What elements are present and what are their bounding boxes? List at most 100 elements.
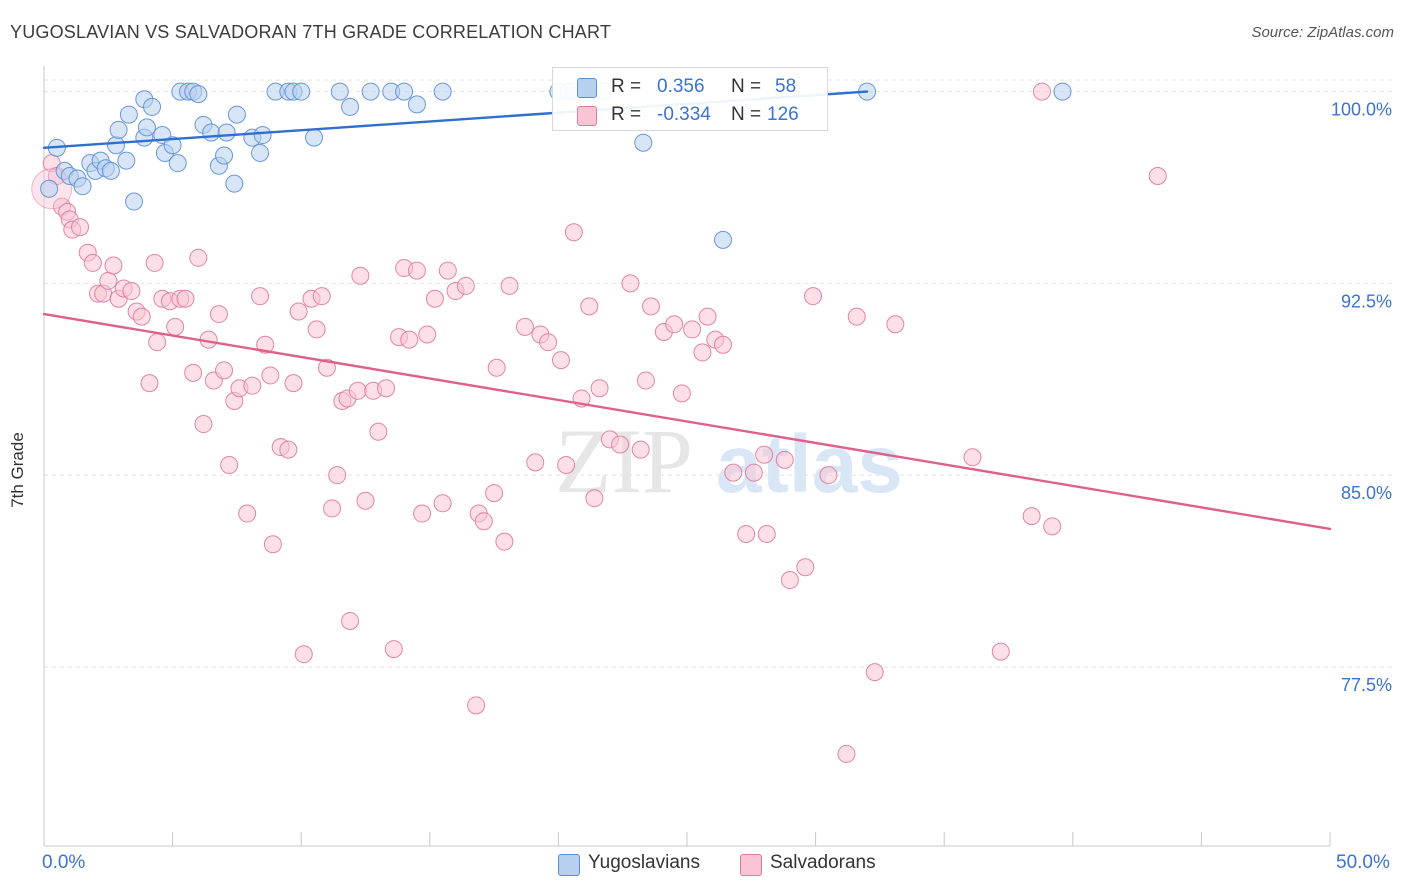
x-axis-max-label: 50.0% [1336,852,1390,873]
legend-swatch-yugoslavians [558,854,580,876]
y-tick-label: 92.5% [1341,291,1392,311]
point-salvadoran [963,448,982,467]
point-salvadoran [400,330,419,349]
y-tick-label: 77.5% [1341,675,1392,695]
point-yugoslavian [202,123,221,142]
point-salvadoran [487,358,506,377]
y-tick-label: 85.0% [1341,483,1392,503]
point-salvadoran [819,466,838,485]
point-yugoslavian [433,82,452,101]
series-salvadorans [31,82,1167,763]
point-salvadoran [580,297,599,316]
point-yugoslavian [40,179,59,198]
point-yugoslavian [101,161,120,180]
legend-series: Yugoslavians Salvadorans [0,850,1406,880]
legend-swatch-salvadorans [577,106,597,126]
point-yugoslavian [163,136,182,155]
point-salvadoran [351,266,370,285]
point-salvadoran [804,287,823,306]
point-salvadoran [104,256,123,275]
point-salvadoran [279,440,298,459]
point-salvadoran [176,289,195,308]
point-salvadoran [438,261,457,280]
point-salvadoran [641,297,660,316]
point-salvadoran [263,535,282,554]
chart-source: Source: ZipAtlas.com [1251,24,1394,41]
legend-stats: R = 0.356 N = 58 R = -0.334 N = 126 [552,67,828,131]
gridlines [44,79,1392,668]
point-salvadoran [307,320,326,339]
point-yugoslavian [109,120,128,139]
point-salvadoran [220,455,239,474]
point-salvadoran [140,374,159,393]
point-salvadoran [693,343,712,362]
point-salvadoran [256,335,275,354]
point-salvadoran [515,317,534,336]
point-salvadoran [1022,507,1041,526]
point-salvadoran [194,415,213,434]
point-salvadoran [585,489,604,508]
point-salvadoran [539,333,558,352]
point-salvadoran [148,333,167,352]
point-salvadoran [323,499,342,518]
point-yugoslavian [225,174,244,193]
point-yugoslavian [107,136,126,155]
point-salvadoran [243,376,262,395]
point-salvadoran [341,611,360,630]
point-yugoslavian [215,146,234,165]
point-salvadoran [377,379,396,398]
point-yugoslavian [125,192,144,211]
point-salvadoran [757,525,776,543]
point-yugoslavian [117,151,136,170]
legend-r-value: 0.356 [657,76,705,97]
point-yugoslavian [253,126,272,145]
point-salvadoran [215,361,234,380]
point-salvadoran [356,491,375,510]
point-yugoslavian [143,97,162,116]
point-salvadoran [744,463,763,482]
point-salvadoran [289,302,308,321]
legend-label-yugoslavians: Yugoslavians [588,852,700,873]
point-salvadoran [418,325,437,344]
legend-n-label: N = [731,104,762,125]
y-axis-label: 7th Grade [8,432,27,508]
point-salvadoran [166,317,185,336]
legend-r-label: R = [611,76,642,97]
point-yugoslavian [292,82,311,101]
point-salvadoran [369,422,388,441]
point-salvadoran [714,335,733,354]
point-salvadoran [99,271,118,290]
point-salvadoran [348,381,367,400]
point-salvadoran [611,435,630,454]
point-salvadoran [636,371,655,390]
point-salvadoran [526,453,545,472]
point-salvadoran [672,384,691,403]
point-salvadoran [564,223,583,242]
point-yugoslavian [168,154,187,173]
point-salvadoran [495,532,514,551]
point-yugoslavian [73,177,92,196]
point-salvadoran [865,663,884,682]
point-salvadoran [621,274,640,293]
point-salvadoran [474,512,493,531]
legend-r-label: R = [611,104,642,125]
legend-r-value: -0.334 [657,104,711,125]
watermark-zip: ZIP [555,410,693,512]
point-salvadoran [847,307,866,326]
point-salvadoran [557,455,576,474]
point-yugoslavian [137,118,156,137]
point-salvadoran [837,744,856,763]
point-salvadoran [209,305,228,324]
point-salvadoran [698,307,717,326]
point-salvadoran [796,558,815,577]
point-salvadoran [1043,517,1062,536]
point-salvadoran [294,645,313,664]
point-yugoslavian [407,95,426,114]
point-salvadoran [184,363,203,382]
point-salvadoran [755,445,774,464]
point-yugoslavian [341,97,360,116]
point-yugoslavian [1053,82,1072,101]
point-yugoslavian [714,230,733,249]
point-salvadoran [284,374,303,393]
point-salvadoran [485,484,504,503]
